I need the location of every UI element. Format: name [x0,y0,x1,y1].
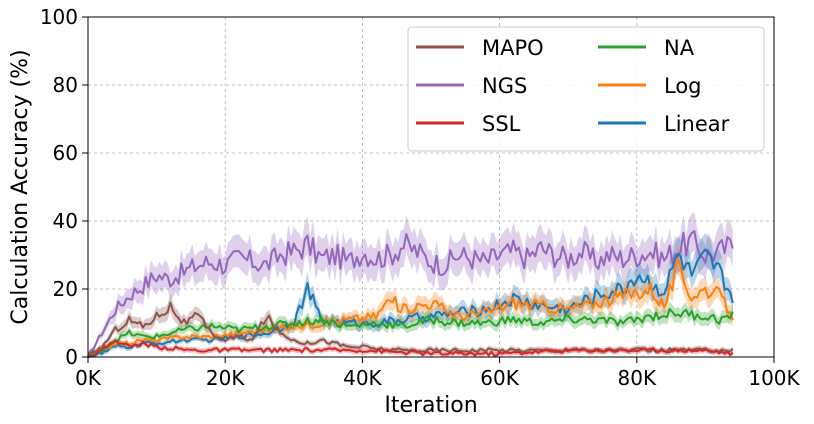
legend-label-ssl: SSL [482,112,521,136]
y-tick-label: 60 [53,141,78,165]
legend-label-mapo: MAPO [482,36,544,60]
legend-label-log: Log [664,74,702,98]
x-tick-label: 0K [75,366,102,390]
y-tick-label: 80 [53,73,78,97]
x-tick-label: 20K [206,366,245,390]
y-axis-ticks: 0 20 40 60 80 100 [40,5,88,369]
series-line-na [87,308,734,358]
plot-frame [87,16,775,358]
legend: MAPO NGS SSL NA Log Linear [407,26,765,152]
x-tick-label: 60K [480,366,519,390]
series-line-log [87,258,734,358]
band-ssl [88,337,733,357]
y-tick-label: 100 [40,5,78,29]
series-line-ssl [87,339,734,358]
x-axis-label: Iteration [384,393,477,418]
series-line-ngs [87,230,734,356]
x-tick-label: 100K [748,366,800,390]
x-axis-ticks: 0K 20K 40K 60K 80K 100K [75,357,801,390]
band-log [88,244,733,357]
y-tick-label: 40 [53,209,78,233]
band-na [88,301,733,357]
band-ngs [88,212,733,357]
y-axis-label: Calculation Accuracy (%) [8,49,33,324]
x-tick-label: 40K [343,366,382,390]
y-tick-label: 20 [53,277,78,301]
x-tick-label: 80K [618,366,657,390]
legend-label-linear: Linear [664,112,730,136]
legend-label-na: NA [664,36,695,60]
legend-frame [407,26,765,152]
y-tick-label: 0 [65,345,78,369]
band-mapo [88,293,733,357]
legend-label-ngs: NGS [482,74,527,98]
series-lines [87,230,734,358]
